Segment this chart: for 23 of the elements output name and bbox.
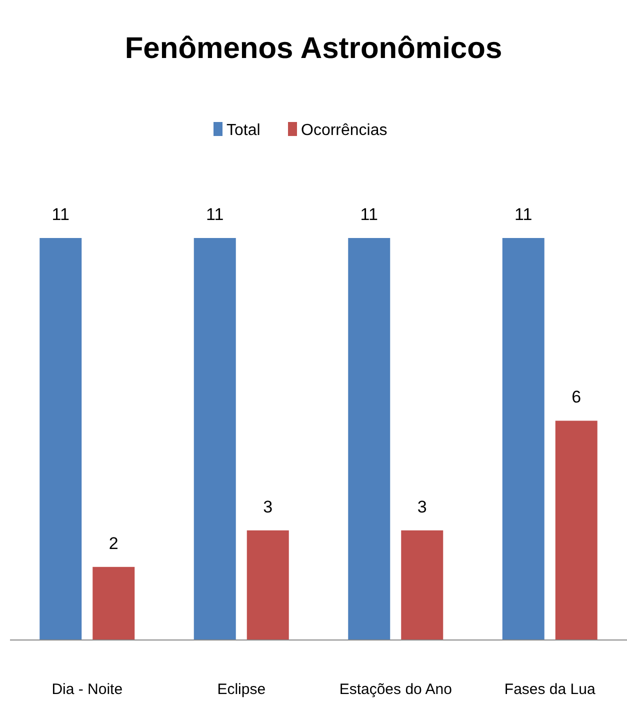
data-label: 11: [514, 205, 532, 224]
legend-label: Total: [226, 122, 260, 139]
x-tick-label: Estações do Ano: [339, 681, 452, 698]
x-tick-label: Fases da Lua: [504, 681, 596, 698]
x-tick-label: Dia - Noite: [52, 681, 123, 698]
bar: [502, 238, 544, 640]
data-label: 2: [108, 534, 118, 553]
bar: [246, 530, 289, 640]
legend-label: Ocorrências: [301, 122, 388, 139]
bar: [555, 420, 598, 640]
data-label: 11: [52, 205, 70, 224]
data-label: 3: [263, 497, 273, 516]
bar: [40, 238, 82, 640]
bar: [348, 238, 390, 640]
bar: [92, 566, 135, 640]
data-label: 3: [417, 497, 427, 516]
data-label: 11: [360, 205, 378, 224]
bar: [194, 238, 236, 640]
x-tick-label: Eclipse: [217, 681, 266, 698]
data-label: 6: [572, 388, 582, 407]
bar: [401, 530, 444, 640]
data-label: 11: [206, 205, 224, 224]
chart-title: Fenômenos Astronômicos: [124, 32, 502, 65]
